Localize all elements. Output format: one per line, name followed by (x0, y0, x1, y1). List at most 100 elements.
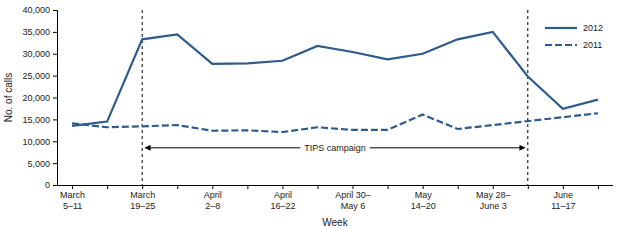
y-tick: 20,000 (22, 93, 57, 103)
x-tick-label: April16–22 (270, 190, 295, 210)
y-axis: 0 5,000 10,000 15,000 20,000 25,000 30,000 35,0… (22, 5, 57, 190)
x-tick-label: March5–11 (60, 190, 85, 210)
x-tick-mark (423, 185, 424, 189)
x-tick-mark (282, 185, 283, 189)
x-tick: March5–11 (60, 185, 85, 211)
x-tick-label: May 28–June 3 (476, 190, 511, 210)
x-tick-mark (388, 185, 389, 189)
x-tick: April 30–May 6 (335, 185, 371, 211)
x-tick-mark (177, 185, 178, 189)
legend: 2012 2011 (545, 23, 603, 50)
x-tick: June11–17 (551, 185, 575, 211)
x-tick-label-line: 2–8 (205, 201, 220, 211)
y-tick: 35,000 (22, 27, 57, 37)
y-axis-title: No. of calls (3, 73, 14, 122)
y-tick-mark (53, 10, 57, 11)
x-tick (388, 185, 389, 189)
legend-label: 2012 (583, 23, 603, 33)
x-tick-mark (142, 185, 143, 189)
x-tick-label-line: May 6 (341, 201, 366, 211)
x-tick (247, 185, 248, 189)
x-tick-label-line: 19–25 (130, 201, 155, 211)
chart: 0 5,000 10,000 15,000 20,000 25,000 30,000 35,0… (0, 0, 628, 229)
y-tick: 30,000 (22, 49, 57, 59)
x-tick: April2–8 (204, 185, 222, 211)
series-group (72, 32, 598, 132)
x-tick-label: May14–20 (411, 190, 436, 210)
campaign-end-line (527, 10, 528, 185)
x-tick-label-line: 14–20 (411, 201, 436, 211)
x-tick-label-line: 5–11 (63, 201, 82, 211)
x-tick-mark (72, 185, 73, 189)
x-axis-title: Week (322, 217, 348, 228)
y-tick-label: 0 (45, 180, 50, 190)
x-tick-label: April2–8 (204, 190, 222, 210)
y-tick-mark (53, 185, 57, 186)
x-tick-mark (458, 185, 459, 189)
y-tick-mark (53, 54, 57, 55)
x-tick: May14–20 (411, 185, 436, 211)
annotation-text: TIPS campaign (304, 143, 366, 153)
x-tick (458, 185, 459, 189)
x-tick-mark (107, 185, 108, 189)
y-tick-mark (53, 76, 57, 77)
x-tick-label: April 30–May 6 (335, 190, 371, 210)
x-tick-mark (493, 185, 494, 189)
series-line (72, 32, 598, 126)
x-tick-label-line: March (130, 190, 155, 200)
campaign-start-line (142, 10, 143, 185)
x-tick-mark (353, 185, 354, 189)
y-tick-mark (53, 32, 57, 33)
x-tick-label: March19–25 (130, 190, 155, 210)
x-tick-mark (247, 185, 248, 189)
y-tick: 10,000 (22, 137, 57, 147)
x-tick-label-line: June (554, 190, 574, 200)
legend-entry: 2012 (545, 23, 603, 33)
x-tick: May 28–June 3 (476, 185, 511, 211)
x-tick-label-line: June 3 (480, 201, 507, 211)
series-line (72, 113, 598, 132)
plot: 0 5,000 10,000 15,000 20,000 25,000 30,000 35,0… (22, 5, 613, 210)
y-tick-mark (53, 119, 57, 120)
y-tick-label: 40,000 (22, 5, 50, 15)
y-tick: 0 (45, 180, 57, 190)
x-tick: April16–22 (270, 185, 295, 211)
x-tick-label-line: May 28– (476, 190, 511, 200)
x-tick (528, 185, 529, 189)
y-tick-label: 5,000 (27, 159, 50, 169)
y-tick: 5,000 (27, 159, 57, 169)
y-tick: 15,000 (22, 115, 57, 125)
x-tick (177, 185, 178, 189)
x-tick (317, 185, 318, 189)
y-tick-label: 25,000 (22, 71, 50, 81)
x-tick-label-line: April (274, 190, 292, 200)
legend-swatch (545, 27, 577, 29)
y-tick-label: 35,000 (22, 27, 50, 37)
y-tick-label: 15,000 (22, 115, 50, 125)
y-axis-line (53, 11, 58, 186)
y-tick-mark (53, 141, 57, 142)
x-tick-label-line: April 30– (335, 190, 371, 200)
x-axis: March5–11March19–25April2–8April16–22Apr… (57, 185, 613, 211)
legend-swatch (545, 44, 577, 46)
x-tick (107, 185, 108, 189)
x-tick-label-line: 16–22 (270, 201, 295, 211)
x-axis-line (57, 185, 613, 186)
x-tick-mark (598, 185, 599, 189)
y-tick-label: 20,000 (22, 93, 50, 103)
y-tick-mark (53, 163, 57, 164)
x-tick-mark (212, 185, 213, 189)
legend-entry: 2011 (545, 40, 602, 50)
legend-label: 2011 (583, 40, 602, 50)
y-tick: 40,000 (22, 5, 57, 15)
y-tick-mark (53, 98, 57, 99)
y-tick-label: 10,000 (22, 137, 50, 147)
x-tick-label-line: April (204, 190, 222, 200)
x-tick-label-line: 11–17 (551, 201, 575, 211)
x-tick-label: June11–17 (551, 190, 575, 210)
x-tick: March19–25 (130, 185, 155, 211)
annotation-background (300, 143, 370, 153)
x-tick-mark (528, 185, 529, 189)
x-tick-label-line: March (60, 190, 85, 200)
y-tick-label: 30,000 (22, 49, 50, 59)
